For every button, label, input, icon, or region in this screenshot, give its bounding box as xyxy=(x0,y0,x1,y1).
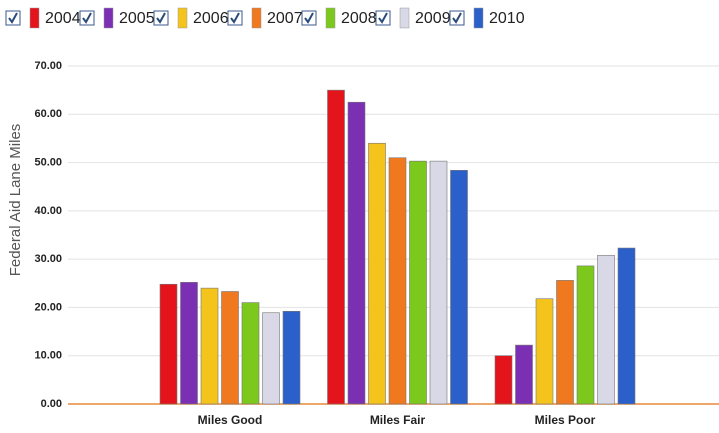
bar xyxy=(262,312,280,405)
legend-check[interactable] xyxy=(304,12,314,24)
legend-label: 2010 xyxy=(489,10,525,27)
legend-label: 2009 xyxy=(415,10,451,27)
bar xyxy=(494,355,513,405)
bar xyxy=(180,282,198,405)
legend-swatch xyxy=(399,7,410,29)
bar xyxy=(200,287,219,405)
y-tick-label: 50.00 xyxy=(34,156,62,168)
legend-checkbox[interactable] xyxy=(375,10,391,26)
legend-label: 2006 xyxy=(193,10,229,27)
x-tick-label: Miles Fair xyxy=(370,413,426,427)
bar xyxy=(409,160,427,405)
legend-checkbox[interactable] xyxy=(227,10,243,26)
bar xyxy=(515,344,533,405)
legend-swatch xyxy=(177,7,188,29)
legend-check[interactable] xyxy=(8,12,18,24)
legend-checkbox[interactable] xyxy=(5,10,21,26)
legend-checkbox[interactable] xyxy=(153,10,169,26)
bar xyxy=(388,157,407,405)
legend-checkbox[interactable] xyxy=(449,10,465,26)
bar xyxy=(617,247,636,405)
legend-label: 2007 xyxy=(267,10,303,27)
x-tick-label: Miles Good xyxy=(198,413,263,427)
bar xyxy=(597,254,615,405)
legend-swatch xyxy=(29,7,40,29)
bar xyxy=(241,302,260,405)
legend-label: 2005 xyxy=(119,10,155,27)
bar xyxy=(327,89,345,405)
bar xyxy=(535,298,554,405)
y-tick-label: 0.00 xyxy=(41,398,62,410)
bar xyxy=(159,283,178,405)
y-tick-label: 70.00 xyxy=(34,60,62,72)
legend-swatch xyxy=(251,7,262,29)
y-axis-label: Federal Aid Lane Miles xyxy=(7,124,24,277)
legend-checkbox[interactable] xyxy=(301,10,317,26)
x-tick-label: Miles Poor xyxy=(535,413,596,427)
bar xyxy=(576,265,595,405)
legend-check[interactable] xyxy=(452,12,462,24)
bar xyxy=(282,310,301,405)
bar xyxy=(429,160,448,405)
y-tick-label: 40.00 xyxy=(34,205,62,217)
bar xyxy=(450,169,468,405)
legend-check[interactable] xyxy=(230,12,240,24)
legend-check[interactable] xyxy=(82,12,92,24)
bar xyxy=(347,101,366,405)
legend-label: 2008 xyxy=(341,10,377,27)
y-tick-label: 10.00 xyxy=(34,350,62,362)
legend-checkbox[interactable] xyxy=(79,10,95,26)
legend-swatch xyxy=(325,7,336,29)
bar xyxy=(556,280,574,405)
y-tick-label: 30.00 xyxy=(34,253,62,265)
legend-check[interactable] xyxy=(156,12,166,24)
bar xyxy=(221,291,239,405)
bar xyxy=(368,142,386,405)
legend-check[interactable] xyxy=(378,12,388,24)
legend-swatch xyxy=(473,7,484,29)
y-tick-label: 60.00 xyxy=(34,108,62,120)
y-tick-label: 20.00 xyxy=(34,301,62,313)
legend-swatch xyxy=(103,7,114,29)
legend-label: 2004 xyxy=(45,10,81,27)
